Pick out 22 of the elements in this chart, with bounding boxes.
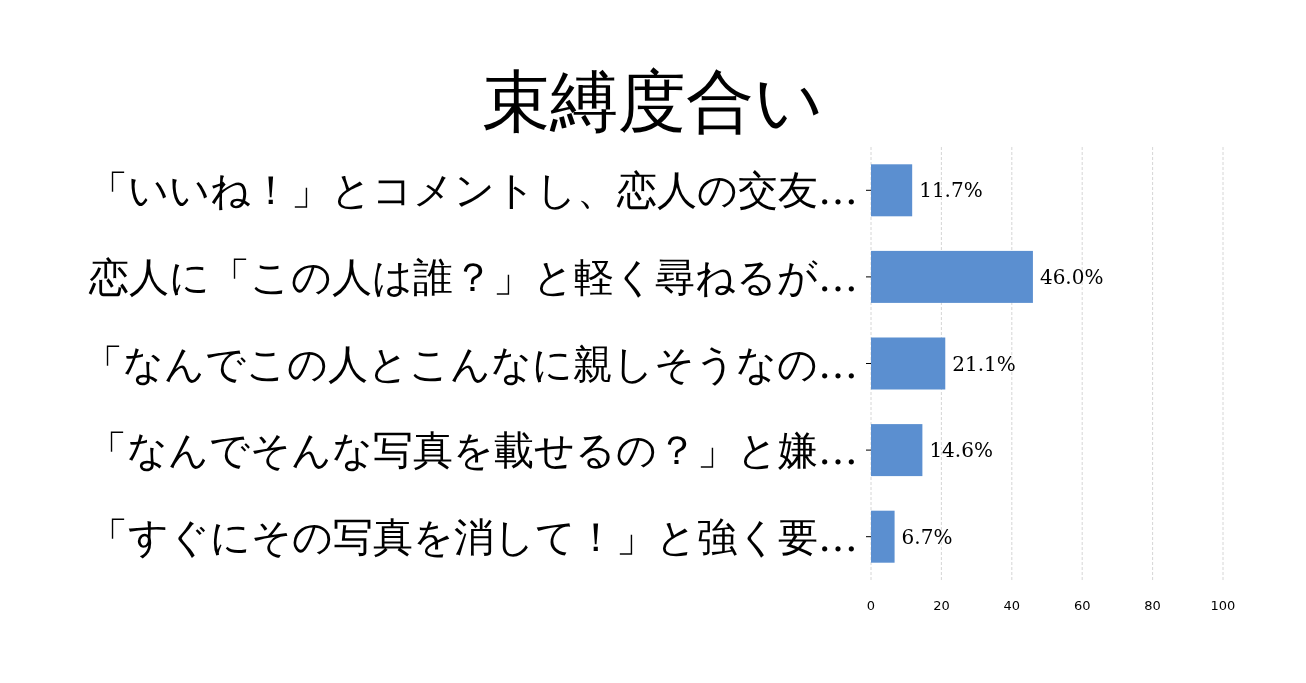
data-label: 14.6% — [929, 438, 993, 463]
bar — [871, 337, 946, 390]
y-tick-label: 「すぐにその写真を消して！」と強く要… — [88, 513, 858, 560]
x-tick-label: 60 — [1073, 598, 1091, 613]
bar — [871, 424, 923, 477]
x-tick-label: 100 — [1210, 598, 1236, 613]
data-label: 21.1% — [952, 351, 1016, 376]
y-tick-label: 「なんでそんな写真を載せるの？」と嫌… — [87, 427, 858, 474]
data-label: 11.7% — [919, 178, 983, 203]
bar — [871, 250, 1033, 303]
bar — [871, 510, 895, 563]
y-tick-label: 「なんでこの人とこんなに親しそうなの… — [83, 340, 858, 387]
data-label: 46.0% — [1039, 264, 1104, 289]
y-tick-label: 恋人に「この人は誰？」と軽く尋ねるが… — [88, 253, 858, 300]
y-tick-label: 「いいね！」とコメントし、恋人の交友… — [88, 167, 858, 214]
chart-title: 束縛度合い — [482, 62, 824, 141]
x-tick-label: 80 — [1144, 598, 1161, 613]
data-label: 6.7% — [901, 524, 953, 549]
x-tick-label: 20 — [933, 598, 950, 613]
x-tick-label: 0 — [866, 598, 876, 613]
bar — [871, 164, 913, 217]
x-tick-label: 40 — [1003, 598, 1021, 613]
